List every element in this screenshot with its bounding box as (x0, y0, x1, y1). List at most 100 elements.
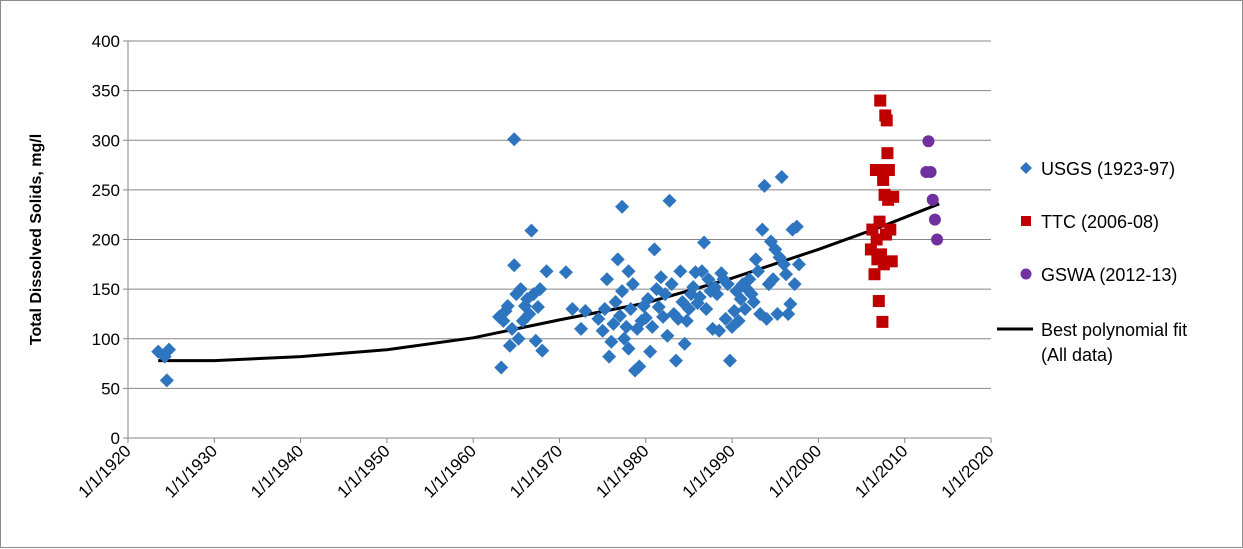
usgs-point (712, 323, 727, 338)
legend-label: (All data) (1041, 345, 1113, 365)
usgs-point (701, 272, 716, 287)
ttc-point (884, 223, 897, 236)
usgs-point (746, 295, 761, 310)
usgs-point (500, 298, 515, 313)
gridlines (128, 40, 991, 389)
y-tick-label: 400 (92, 32, 120, 51)
usgs-point (511, 331, 526, 346)
gswa-point (931, 233, 944, 246)
y-tick-labels: 0 50 100 150 200 250 300 350 400 (92, 32, 120, 448)
usgs-point (623, 301, 638, 316)
legend-label: TTC (2006-08) (1041, 212, 1159, 232)
usgs-point (578, 303, 593, 318)
usgs-point (608, 295, 623, 310)
x-tick-label: 1/1/1980 (592, 441, 652, 501)
x-tick-label: 1/1/2010 (851, 441, 911, 501)
usgs-point (679, 313, 694, 328)
usgs-point (612, 308, 627, 323)
usgs-point (664, 277, 679, 292)
y-tick-label: 150 (92, 280, 120, 299)
usgs-point (656, 309, 671, 324)
usgs-point (606, 316, 621, 331)
x-tick-label: 1/1/2020 (938, 441, 998, 501)
usgs-point (738, 301, 753, 316)
ttc-point (877, 173, 890, 186)
usgs-point (692, 290, 707, 305)
usgs-point (709, 287, 724, 302)
usgs-point (619, 319, 634, 334)
y-tick-label: 50 (101, 379, 120, 398)
usgs-point (733, 292, 748, 307)
gswa-point (926, 193, 939, 206)
gswa-point (928, 213, 941, 226)
usgs-point (651, 299, 666, 314)
usgs-point (530, 299, 545, 314)
x-tick-label: 1/1/1940 (247, 441, 307, 501)
ttc-point (874, 248, 887, 261)
usgs-point (647, 242, 662, 257)
usgs-point (621, 264, 636, 279)
usgs-point (727, 303, 742, 318)
usgs-point (159, 373, 174, 388)
usgs-point (610, 252, 625, 267)
y-axis-title: Total Dissolved Solids, mg/l (28, 134, 45, 345)
usgs-point (781, 306, 796, 321)
usgs-point (686, 280, 701, 295)
usgs-point (494, 360, 509, 375)
usgs-point (770, 306, 785, 321)
usgs-point (774, 169, 789, 184)
usgs-point (694, 264, 709, 279)
ttc-point (887, 190, 900, 203)
legend: USGS (1923-97) TTC (2006-08) GSWA (2012-13… (997, 159, 1187, 365)
usgs-point (783, 297, 798, 312)
usgs-point (643, 344, 658, 359)
ttc-point (881, 147, 894, 160)
usgs-point (539, 264, 554, 279)
usgs-point (565, 301, 580, 316)
y-tick-label: 250 (92, 181, 120, 200)
usgs-point (658, 287, 673, 302)
usgs-point (640, 292, 655, 307)
y-tick-label: 0 (111, 429, 120, 448)
y-tick-label: 350 (92, 82, 120, 101)
usgs-point (625, 277, 640, 292)
usgs-point (535, 343, 550, 358)
x-tick-label: 1/1/1970 (506, 441, 566, 501)
usgs-point (789, 219, 804, 234)
usgs-point (731, 313, 746, 328)
usgs-point (681, 301, 696, 316)
usgs-point (722, 353, 737, 368)
usgs-point (669, 353, 684, 368)
usgs-point (766, 272, 781, 287)
usgs-point (759, 311, 774, 326)
legend-label: USGS (1923-97) (1041, 159, 1175, 179)
x-tick-label: 1/1/2000 (765, 441, 825, 501)
usgs-point (697, 235, 712, 250)
usgs-point (505, 321, 520, 336)
usgs-point (496, 313, 511, 328)
usgs-point (699, 301, 714, 316)
gswa-point (922, 135, 935, 148)
usgs-point (660, 328, 675, 343)
ttc-point (885, 255, 898, 268)
usgs-point (528, 333, 543, 348)
usgs-point (595, 323, 610, 338)
usgs-point (574, 321, 589, 336)
usgs-point (161, 342, 176, 357)
usgs-point (791, 257, 806, 272)
usgs-point (720, 277, 735, 292)
usgs-point (755, 222, 770, 237)
usgs-point (602, 349, 617, 364)
usgs-point (522, 306, 537, 321)
y-tick-label: 200 (92, 231, 120, 250)
usgs-point (558, 265, 573, 280)
axes (123, 40, 992, 443)
usgs-point (524, 223, 539, 238)
usgs-point (718, 311, 733, 326)
usgs-point (533, 282, 548, 297)
legend-marker-usgs (1020, 162, 1032, 174)
legend-label: GSWA (2012-13) (1041, 265, 1177, 285)
usgs-point (757, 178, 772, 193)
